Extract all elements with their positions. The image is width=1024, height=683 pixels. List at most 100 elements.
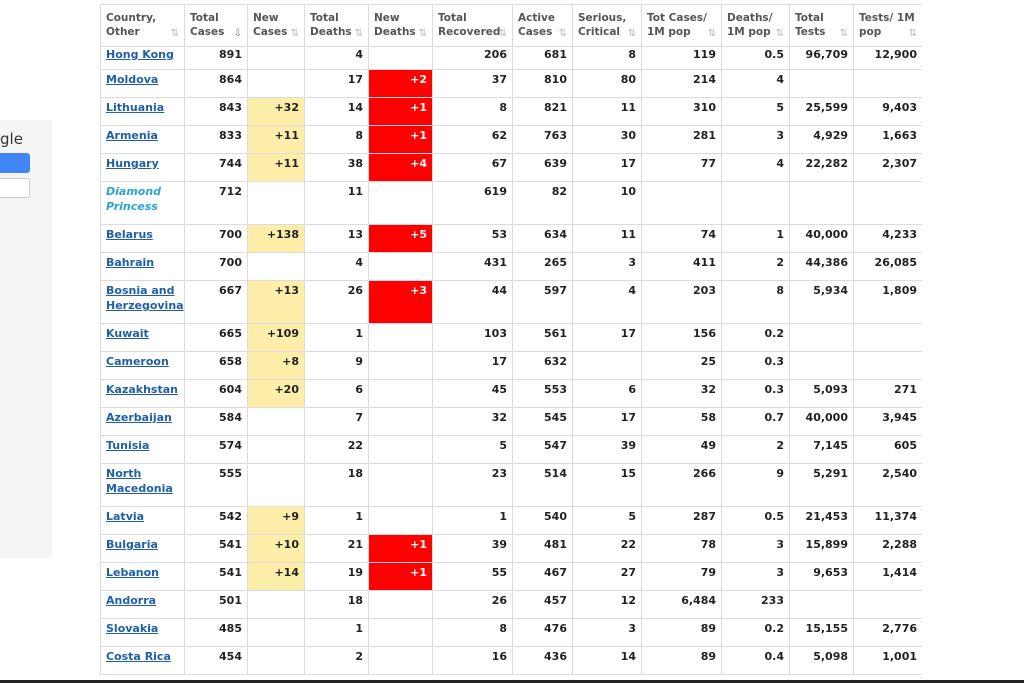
cases-per-1m-cell: 74 bbox=[641, 224, 722, 253]
country-cell: Bosnia and Herzegovina bbox=[100, 280, 185, 324]
total-recovered-cell: 8 bbox=[432, 97, 513, 126]
blue-button[interactable] bbox=[0, 153, 30, 173]
total-cases-cell: 541 bbox=[184, 534, 248, 563]
tests-per-1m-cell: 1,001 bbox=[853, 646, 922, 675]
new-deaths-cell bbox=[368, 435, 433, 464]
tests-per-1m-cell bbox=[853, 351, 922, 380]
sort-icon[interactable]: ⇅ bbox=[627, 28, 636, 39]
sort-icon[interactable]: ⇅ bbox=[839, 28, 848, 39]
country-link[interactable]: Armenia bbox=[106, 129, 158, 142]
total-cases-cell: 485 bbox=[184, 618, 248, 647]
country-cell: Hong Kong bbox=[100, 46, 185, 70]
column-header-tests-per-1m[interactable]: Tests/ 1M pop ⇅ bbox=[853, 4, 922, 47]
serious-critical-cell: 14 bbox=[572, 646, 642, 675]
active-cases-cell: 681 bbox=[512, 46, 573, 70]
tests-per-1m-cell: 271 bbox=[853, 379, 922, 408]
country-link[interactable]: Belarus bbox=[106, 228, 153, 241]
total-deaths-cell: 18 bbox=[304, 463, 369, 507]
sort-icon[interactable]: ⇅ bbox=[558, 28, 567, 39]
sort-icon[interactable]: ⇅ bbox=[498, 28, 507, 39]
sort-icon[interactable]: ⇅ bbox=[707, 28, 716, 39]
cases-per-1m-cell bbox=[641, 181, 722, 225]
new-cases-cell bbox=[247, 407, 305, 436]
column-header-new-deaths[interactable]: New Deaths ⇅ bbox=[368, 4, 433, 47]
country-link[interactable]: Slovakia bbox=[106, 622, 159, 635]
sort-icon[interactable]: ⇅ bbox=[290, 28, 299, 39]
country-link[interactable]: Bahrain bbox=[106, 256, 155, 269]
column-header-label: Deaths/ 1M pop bbox=[727, 12, 773, 38]
table-row: Hungary 744 +11 38 +4 67 639 17 77 4 22,282 2,307 bbox=[100, 153, 922, 182]
new-deaths-cell: +1 bbox=[368, 97, 433, 126]
total-recovered-cell: 39 bbox=[432, 534, 513, 563]
column-header-new-cases[interactable]: New Cases ⇅ bbox=[247, 4, 305, 47]
total-tests-cell: 5,098 bbox=[789, 646, 854, 675]
new-cases-cell bbox=[247, 590, 305, 619]
new-cases-cell: +32 bbox=[247, 97, 305, 126]
deaths-per-1m-cell: 0.3 bbox=[721, 351, 790, 380]
column-header-total-tests[interactable]: Total Tests ⇅ bbox=[789, 4, 854, 47]
header-row: Country, Other ⇅ Total Cases ⇩ New Cases ⇅ Tot… bbox=[100, 4, 922, 47]
table-row: North Macedonia 555 18 23 514 15 266 9 5,291 2,54… bbox=[100, 463, 922, 507]
deaths-per-1m-cell: 2 bbox=[721, 252, 790, 281]
column-header-total-recovered[interactable]: Total Recovered ⇅ bbox=[432, 4, 513, 47]
country-link[interactable]: Kazakhstan bbox=[106, 383, 178, 396]
cases-per-1m-cell: 89 bbox=[641, 618, 722, 647]
sort-icon[interactable]: ⇅ bbox=[775, 28, 784, 39]
country-cell: Latvia bbox=[100, 506, 185, 535]
total-cases-cell: 744 bbox=[184, 153, 248, 182]
serious-critical-cell: 10 bbox=[572, 181, 642, 225]
active-cases-cell: 763 bbox=[512, 125, 573, 154]
column-header-country[interactable]: Country, Other ⇅ bbox=[100, 4, 185, 47]
country-link[interactable]: Bulgaria bbox=[106, 538, 158, 551]
sort-icon[interactable]: ⇅ bbox=[170, 28, 179, 39]
table-row: Latvia 542 +9 1 1 540 5 287 0.5 21,453 11,374 bbox=[100, 506, 922, 535]
deaths-per-1m-cell: 0.2 bbox=[721, 618, 790, 647]
deaths-per-1m-cell: 3 bbox=[721, 125, 790, 154]
total-deaths-cell: 4 bbox=[304, 252, 369, 281]
country-link[interactable]: Bosnia and Herzegovina bbox=[106, 284, 184, 312]
serious-critical-cell bbox=[572, 351, 642, 380]
active-cases-cell: 597 bbox=[512, 280, 573, 324]
total-deaths-cell: 18 bbox=[304, 590, 369, 619]
column-header-total-cases[interactable]: Total Cases ⇩ bbox=[184, 4, 248, 47]
sort-icon[interactable]: ⇅ bbox=[354, 28, 363, 39]
column-header-total-deaths[interactable]: Total Deaths ⇅ bbox=[304, 4, 369, 47]
country-link[interactable]: Cameroon bbox=[106, 355, 169, 368]
text-input-box[interactable] bbox=[0, 178, 30, 198]
sort-descending-icon[interactable]: ⇩ bbox=[233, 28, 242, 39]
column-header-cases-per-1m[interactable]: Tot Cases/ 1M pop ⇅ bbox=[641, 4, 722, 47]
country-link[interactable]: Andorra bbox=[106, 594, 157, 607]
country-link[interactable]: North Macedonia bbox=[106, 467, 173, 495]
total-recovered-cell: 44 bbox=[432, 280, 513, 324]
column-header-active-cases[interactable]: Active Cases ⇅ bbox=[512, 4, 573, 47]
country-link[interactable]: Hong Kong bbox=[106, 48, 174, 61]
country-link[interactable]: Hungary bbox=[106, 157, 159, 170]
new-deaths-cell bbox=[368, 323, 433, 352]
column-header-deaths-per-1m[interactable]: Deaths/ 1M pop ⇅ bbox=[721, 4, 790, 47]
new-deaths-cell bbox=[368, 407, 433, 436]
country-link[interactable]: Azerbaijan bbox=[106, 411, 172, 424]
sort-icon[interactable]: ⇅ bbox=[908, 28, 917, 39]
cases-per-1m-cell: 281 bbox=[641, 125, 722, 154]
country-link[interactable]: Moldova bbox=[106, 73, 159, 86]
new-cases-cell bbox=[247, 618, 305, 647]
country-link[interactable]: Costa Rica bbox=[106, 650, 171, 663]
country-cell: Costa Rica bbox=[100, 646, 185, 675]
total-recovered-cell: 67 bbox=[432, 153, 513, 182]
tests-per-1m-cell bbox=[853, 69, 922, 98]
total-cases-cell: 667 bbox=[184, 280, 248, 324]
table-row: Andorra 501 18 26 457 12 6,484 233 bbox=[100, 590, 922, 619]
tests-per-1m-cell: 26,085 bbox=[853, 252, 922, 281]
table-row: Lebanon 541 +14 19 +1 55 467 27 79 3 9,653 1,414 bbox=[100, 562, 922, 591]
country-link[interactable]: Kuwait bbox=[106, 327, 149, 340]
country-link[interactable]: Lebanon bbox=[106, 566, 159, 579]
country-link[interactable]: Tunisia bbox=[106, 439, 150, 452]
sort-icon[interactable]: ⇅ bbox=[418, 28, 427, 39]
country-link[interactable]: Latvia bbox=[106, 510, 145, 523]
new-cases-cell bbox=[247, 181, 305, 225]
country-link[interactable]: Lithuania bbox=[106, 101, 165, 114]
column-header-serious-critical[interactable]: Serious, Critical ⇅ bbox=[572, 4, 642, 47]
table-row: Slovakia 485 1 8 476 3 89 0.2 15,155 2,776 bbox=[100, 618, 922, 647]
active-cases-cell: 457 bbox=[512, 590, 573, 619]
table-row: Belarus 700 +138 13 +5 53 634 11 74 1 40,000 4,233 bbox=[100, 224, 922, 253]
